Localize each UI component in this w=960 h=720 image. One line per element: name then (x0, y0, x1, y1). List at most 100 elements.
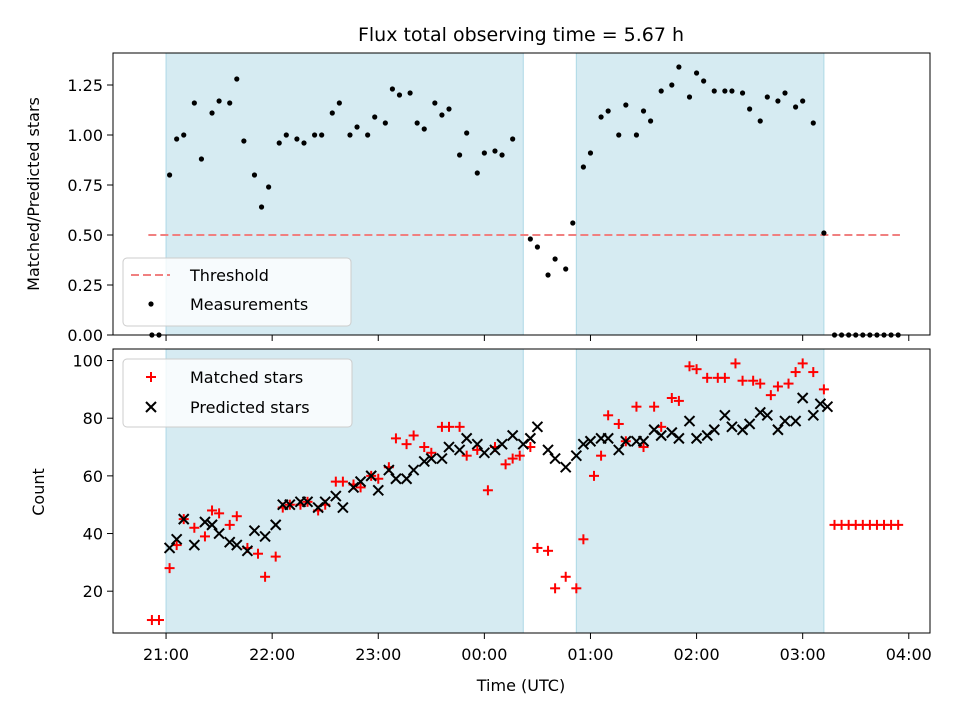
measurement-point (319, 132, 325, 138)
measurement-point (181, 132, 187, 138)
measurement-point (676, 64, 682, 70)
cross-stroke (178, 513, 190, 525)
x-tick-label: 23:00 (355, 645, 401, 664)
cross-stroke (719, 409, 731, 422)
cross-stroke (637, 435, 650, 447)
matched-star-point (337, 476, 348, 487)
y-tick-label: 100 (72, 352, 103, 371)
measurement-point (545, 272, 551, 278)
cross-stroke (690, 432, 703, 445)
measurement-point (658, 88, 664, 94)
observing-window-band (576, 53, 824, 335)
bottom-y-axis-label: Count (29, 468, 48, 516)
legend-measurement-label: Measurements (190, 295, 308, 314)
y-tick-label: 60 (83, 467, 103, 486)
matched-star-point (507, 453, 518, 464)
matched-star-point (401, 439, 412, 450)
measurement-point (598, 114, 604, 120)
measurement-point (258, 204, 265, 210)
measurement-point (407, 90, 413, 96)
cross-stroke (779, 415, 791, 427)
cross-stroke (259, 530, 271, 543)
measurement-point (739, 90, 746, 96)
cross-stroke (383, 464, 395, 476)
measurement-point (209, 110, 215, 116)
predicted-star-point (407, 464, 420, 476)
predicted-star-point (372, 484, 384, 496)
matched-star-point (214, 508, 225, 519)
measurement-point (372, 114, 378, 120)
measurement-point (686, 94, 693, 100)
matched-star-point (207, 505, 218, 516)
measurement-point (693, 70, 700, 76)
cross-stroke (673, 432, 685, 445)
predicted-star-point (620, 435, 632, 447)
measurement-point (439, 112, 445, 118)
matched-star-point (482, 485, 493, 496)
predicted-star-point (814, 398, 827, 410)
matched-star-point (419, 442, 430, 453)
measurement-point (457, 152, 463, 158)
cross-stroke (478, 447, 491, 459)
matched-star-point (783, 378, 794, 389)
bottom-plot-frame (112, 348, 931, 634)
cross-stroke (789, 415, 802, 427)
predicted-star-point (163, 542, 176, 554)
predicted-star-point (259, 530, 271, 543)
measurement-point (241, 138, 247, 144)
matched-star-point (461, 450, 472, 461)
matched-star-point (755, 378, 766, 389)
cross-stroke (337, 501, 349, 514)
predicted-star-point (542, 444, 554, 456)
matched-star-point (578, 534, 589, 545)
predicted-star-point (708, 424, 720, 436)
predicted-star-point (199, 516, 211, 528)
predicted-star-point (301, 496, 314, 508)
cross-stroke (506, 429, 519, 442)
matched-star-point (199, 531, 210, 542)
measurement-point (757, 118, 763, 124)
matched-star-point (270, 551, 281, 562)
predicted-star-point (496, 438, 508, 450)
predicted-star-point (206, 519, 218, 531)
matched-star-point (500, 459, 511, 470)
cross-stroke (531, 421, 544, 433)
measurement-point (432, 100, 438, 106)
cross-stroke (213, 527, 225, 540)
matched-star-point (454, 421, 465, 432)
chart-title: Flux total observing time = 5.67 h (358, 24, 684, 46)
y-tick-label: 80 (83, 409, 103, 428)
cross-stroke (453, 444, 466, 456)
matched-star-point (408, 430, 419, 441)
measurement-point (633, 132, 640, 138)
measurement-point (283, 132, 289, 138)
matched-star-point (797, 358, 808, 369)
cross-stroke (496, 438, 508, 450)
cross-stroke (648, 424, 660, 436)
bottom-panel: 20 40 60 80 100 21:00 22:00 23:00 00:00 01:00 02:0… (72, 348, 932, 664)
measurement-point (276, 140, 282, 146)
predicted-star-point (231, 539, 243, 551)
predicted-star-point (425, 452, 438, 465)
measurement-point (354, 124, 360, 130)
measurement-point (711, 88, 717, 94)
y-tick-label: 0.00 (67, 326, 103, 345)
predicted-star-point (719, 409, 731, 422)
cross-stroke (584, 435, 597, 447)
measurement-point (446, 106, 452, 112)
cross-stroke (666, 426, 678, 439)
cross-stroke (772, 424, 784, 436)
cross-stroke (743, 418, 756, 430)
x-tick-label: 03:00 (780, 645, 826, 664)
cross-stroke (796, 392, 809, 404)
measurement-point (616, 132, 622, 138)
predicted-star-point (330, 490, 342, 502)
x-tick-label: 21:00 (143, 645, 189, 664)
predicted-star-point (365, 470, 377, 482)
predicted-star-point (188, 539, 201, 551)
measurement-point (421, 126, 427, 132)
predicted-star-point (478, 447, 491, 459)
cross-stroke (436, 452, 448, 465)
matched-star-point (684, 361, 695, 372)
